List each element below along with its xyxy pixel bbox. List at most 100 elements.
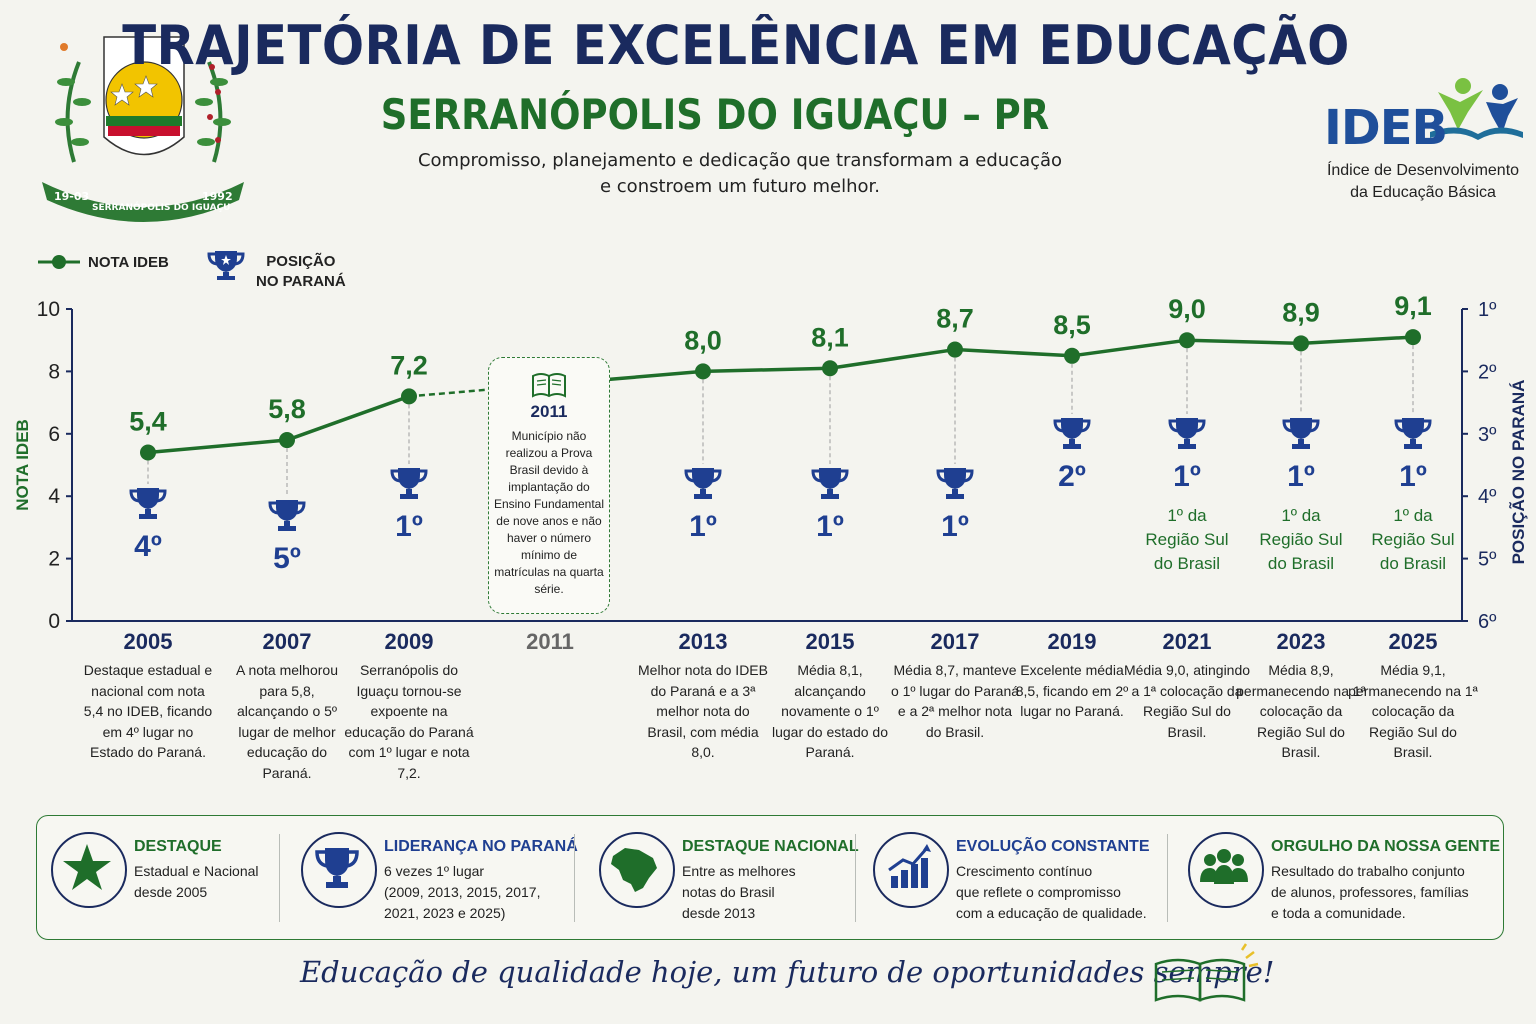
- y2-tick-label: 2º: [1478, 361, 1497, 383]
- region-note-line: do Brasil: [1380, 554, 1446, 573]
- ideb-description: Índice de Desenvolvimento da Educação Bá…: [1318, 160, 1528, 204]
- ideb-point: [947, 341, 963, 358]
- x-tick-label: 2015: [806, 629, 855, 654]
- people-icon: [1200, 849, 1248, 884]
- series-line-segment: [1186, 338, 1302, 346]
- region-note-line: 1º da: [1393, 506, 1433, 525]
- x-tick-label: 2011: [526, 629, 574, 654]
- ideb-value-label: 9,1: [1394, 291, 1432, 321]
- highlight-title: LIDERANÇA NO PARANÁ: [384, 838, 578, 855]
- y2-tick-label: 6º: [1478, 611, 1497, 633]
- year-description: Média 8,9, permanecendo na 1ª colocação …: [1236, 662, 1366, 760]
- region-note-line: Região Sul: [1259, 530, 1342, 549]
- position-label: 4º: [134, 530, 162, 563]
- y-tick-label: 10: [37, 298, 60, 321]
- ideb-point: [1179, 332, 1195, 349]
- star-icon: [63, 844, 111, 890]
- highlight-desc: Resultado do trabalho conjunto de alunos…: [1271, 863, 1469, 921]
- highlight-icon-circle: [51, 832, 127, 908]
- year-description: Excelente média 8,5, ficando em 2º lugar…: [1015, 662, 1129, 719]
- y-tick-label: 6: [48, 423, 60, 446]
- year-description: Média 9,0, atingindo a 1ª colocação da R…: [1123, 662, 1251, 740]
- highlight-orgulho: ORGULHO DA NOSSA GENTE Resultado do trab…: [1174, 816, 1500, 939]
- ideb-value-label: 5,4: [129, 407, 167, 437]
- trophy-icon: [268, 500, 306, 531]
- series-line-segment: [147, 438, 288, 455]
- highlight-lideranca: LIDERANÇA NO PARANÁ 6 vezes 1º lugar (20…: [287, 816, 587, 939]
- x-tick-label: 2019: [1048, 629, 1097, 654]
- highlight-destaque: DESTAQUE Estadual e Nacional desde 2005: [37, 816, 277, 939]
- ideb-value-label: 8,9: [1282, 297, 1320, 327]
- series-line-segment: [954, 347, 1073, 358]
- highlight-icon-circle: [873, 832, 949, 908]
- emblem-right-date: 1992: [202, 190, 233, 203]
- highlight-icon-circle: [1188, 832, 1264, 908]
- x-tick-label: 2007: [263, 629, 312, 654]
- divider: [574, 834, 575, 922]
- divider: [855, 834, 856, 922]
- highlight-desc: Crescimento contínuo que reflete o compr…: [956, 863, 1147, 921]
- highlight-desc: 6 vezes 1º lugar (2009, 2013, 2015, 2017…: [384, 863, 541, 921]
- year-description: Média 8,7, manteve o 1º lugar do Paraná …: [890, 662, 1020, 740]
- position-label: 1º: [816, 510, 844, 543]
- trophy-icon: [1168, 418, 1206, 449]
- highlight-title: EVOLUÇÃO CONSTANTE: [956, 838, 1150, 855]
- trophy-icon: [1394, 418, 1432, 449]
- legend-label-position: POSIÇÃO NO PARANÁ: [256, 253, 346, 290]
- page-subtitle: SERRANÓPOLIS DO IGUAÇU – PR: [380, 90, 1050, 139]
- series-line-segment: [1071, 338, 1188, 358]
- trophy-icon: [390, 468, 428, 499]
- ideb-point: [401, 388, 417, 405]
- year-description: Média 9,1, permanecendo na 1ª colocação …: [1348, 662, 1478, 760]
- ideb-point: [140, 444, 156, 461]
- highlight-title: ORGULHO DA NOSSA GENTE: [1271, 838, 1501, 855]
- ideb-point: [279, 432, 295, 449]
- ideb-figures-icon: [1430, 78, 1523, 140]
- emblem-name: SERRANÓPOLIS DO IGUAÇU: [92, 201, 231, 213]
- x-tick-label: 2023: [1277, 629, 1326, 654]
- highlight-icon-circle: [301, 832, 377, 908]
- ideb-value-label: 8,5: [1053, 310, 1091, 340]
- ideb-point: [695, 363, 711, 380]
- x-tick-label: 2017: [931, 629, 980, 654]
- divider: [279, 834, 280, 922]
- y-tick-label: 0: [48, 610, 60, 633]
- y-tick-label: 4: [48, 485, 60, 508]
- y-tick-label: 8: [48, 360, 60, 383]
- page-title: TRAJETÓRIA DE EXCELÊNCIA EM EDUCAÇÃO: [122, 14, 1350, 77]
- x-tick-label: 2025: [1389, 629, 1438, 654]
- book-icon: [532, 373, 566, 398]
- position-label: 1º: [689, 510, 717, 543]
- series-line-gap: [408, 388, 492, 398]
- series-line-segment: [702, 366, 831, 374]
- brazil-map-icon: [611, 848, 657, 892]
- year-description: Serranópolis do Iguaçu tornou-se expoent…: [344, 662, 474, 781]
- emblem-left-date: 19-03: [54, 190, 89, 203]
- position-label: 2º: [1058, 460, 1086, 493]
- highlight-title: DESTAQUE NACIONAL: [682, 838, 859, 855]
- position-label: 1º: [1399, 460, 1427, 493]
- trophy-icon: [684, 468, 722, 499]
- region-note-line: 1º da: [1281, 506, 1321, 525]
- year-description: Destaque estadual e nacional com nota 5,…: [83, 662, 213, 760]
- y-axis-label: NOTA IDEB: [13, 419, 32, 511]
- municipal-emblem: 19-03 SERRANÓPOLIS DO IGUAÇU 1992: [42, 36, 244, 222]
- highlight-desc: Estadual e Nacional desde 2005: [134, 863, 259, 900]
- position-label: 1º: [1287, 460, 1315, 493]
- highlight-evolucao: EVOLUÇÃO CONSTANTE Crescimento contínuo …: [859, 816, 1159, 939]
- line-marker-icon: [38, 255, 80, 269]
- ideb-value-label: 9,0: [1168, 294, 1206, 324]
- ideb-value-label: 8,0: [684, 325, 722, 355]
- ideb-point: [1405, 329, 1421, 346]
- region-note-line: Região Sul: [1371, 530, 1454, 549]
- year-description: A nota melhorou para 5,8, alcançando o 5…: [236, 662, 338, 781]
- series-line-segment: [286, 394, 410, 442]
- ideb-desc-line2: da Educação Básica: [1350, 184, 1496, 201]
- ideb-point: [1293, 335, 1309, 352]
- trophy-icon: [129, 488, 167, 519]
- y2-tick-label: 5º: [1478, 549, 1497, 571]
- position-label: 1º: [395, 510, 423, 543]
- position-label: 5º: [273, 542, 301, 575]
- x-tick-label: 2005: [124, 629, 173, 654]
- position-label: 1º: [941, 510, 969, 543]
